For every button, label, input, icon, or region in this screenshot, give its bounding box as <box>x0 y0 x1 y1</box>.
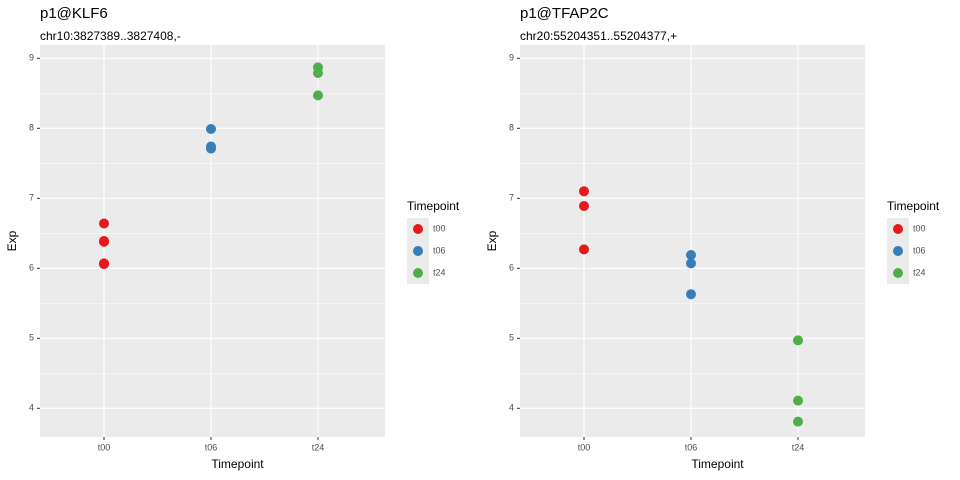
y-tick-label: 5 <box>509 333 514 343</box>
legend-marker <box>413 246 423 256</box>
legend-marker <box>413 224 423 234</box>
legend-marker <box>893 268 903 278</box>
x-tick-label: t00 <box>578 442 591 452</box>
x-axis-label: Timepoint <box>211 457 264 471</box>
legend-label: t24 <box>433 267 446 277</box>
x-axis-label: Timepoint <box>691 457 744 471</box>
point <box>313 68 323 78</box>
legend-label: t24 <box>913 267 926 277</box>
chart-title: p1@KLF6 <box>40 5 108 22</box>
legend-label: t06 <box>913 245 926 255</box>
y-tick-label: 7 <box>29 193 34 203</box>
x-tick-label: t00 <box>98 442 111 452</box>
chart-subtitle: chr10:3827389..3827408,- <box>40 29 181 43</box>
y-tick-label: 4 <box>29 403 34 413</box>
point <box>686 250 696 260</box>
legend-label: t00 <box>433 223 446 233</box>
legend-marker <box>893 246 903 256</box>
x-tick-label: t24 <box>792 442 805 452</box>
legend-marker <box>893 224 903 234</box>
plot-background <box>520 45 865 437</box>
plot-background <box>40 45 385 437</box>
point <box>793 395 803 406</box>
y-tick-label: 8 <box>509 123 514 133</box>
point <box>313 90 323 101</box>
point <box>579 201 589 211</box>
y-axis-label: Exp <box>5 230 19 251</box>
point <box>579 244 589 255</box>
y-tick-label: 6 <box>29 263 34 273</box>
y-tick-label: 8 <box>29 123 34 133</box>
point <box>206 143 216 154</box>
y-tick-label: 4 <box>509 403 514 413</box>
point <box>99 218 109 229</box>
x-tick-label: t24 <box>312 442 325 452</box>
legend-marker <box>413 268 423 278</box>
y-tick-label: 5 <box>29 333 34 343</box>
y-tick-label: 9 <box>509 53 514 63</box>
point <box>686 258 696 269</box>
y-tick-label: 7 <box>509 193 514 203</box>
chart-title: p1@TFAP2C <box>520 5 609 22</box>
x-tick-label: t06 <box>685 442 698 452</box>
legend-label: t00 <box>913 223 926 233</box>
point <box>793 416 803 427</box>
x-tick-label: t06 <box>205 442 218 452</box>
point <box>686 289 696 300</box>
point <box>579 186 589 197</box>
legend-title: Timepoint <box>407 199 460 213</box>
chart-subtitle: chr20:55204351..55204377,+ <box>520 29 677 43</box>
point <box>206 124 216 134</box>
point <box>99 259 109 270</box>
legend-label: t06 <box>433 245 446 255</box>
y-axis-label: Exp <box>485 230 499 251</box>
point <box>99 236 109 247</box>
panel: p1@KLF6 chr10:3827389..3827408,- 4 5 6 7 8 9 t00… <box>5 5 460 471</box>
legend-title: Timepoint <box>887 199 940 213</box>
y-tick-label: 9 <box>29 53 34 63</box>
panel: p1@TFAP2C chr20:55204351..55204377,+ 4 5 6 7 8… <box>485 5 940 471</box>
y-tick-label: 6 <box>509 263 514 273</box>
point <box>793 335 803 346</box>
